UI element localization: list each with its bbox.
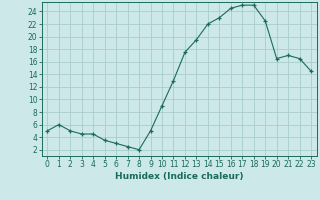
X-axis label: Humidex (Indice chaleur): Humidex (Indice chaleur) — [115, 172, 244, 181]
